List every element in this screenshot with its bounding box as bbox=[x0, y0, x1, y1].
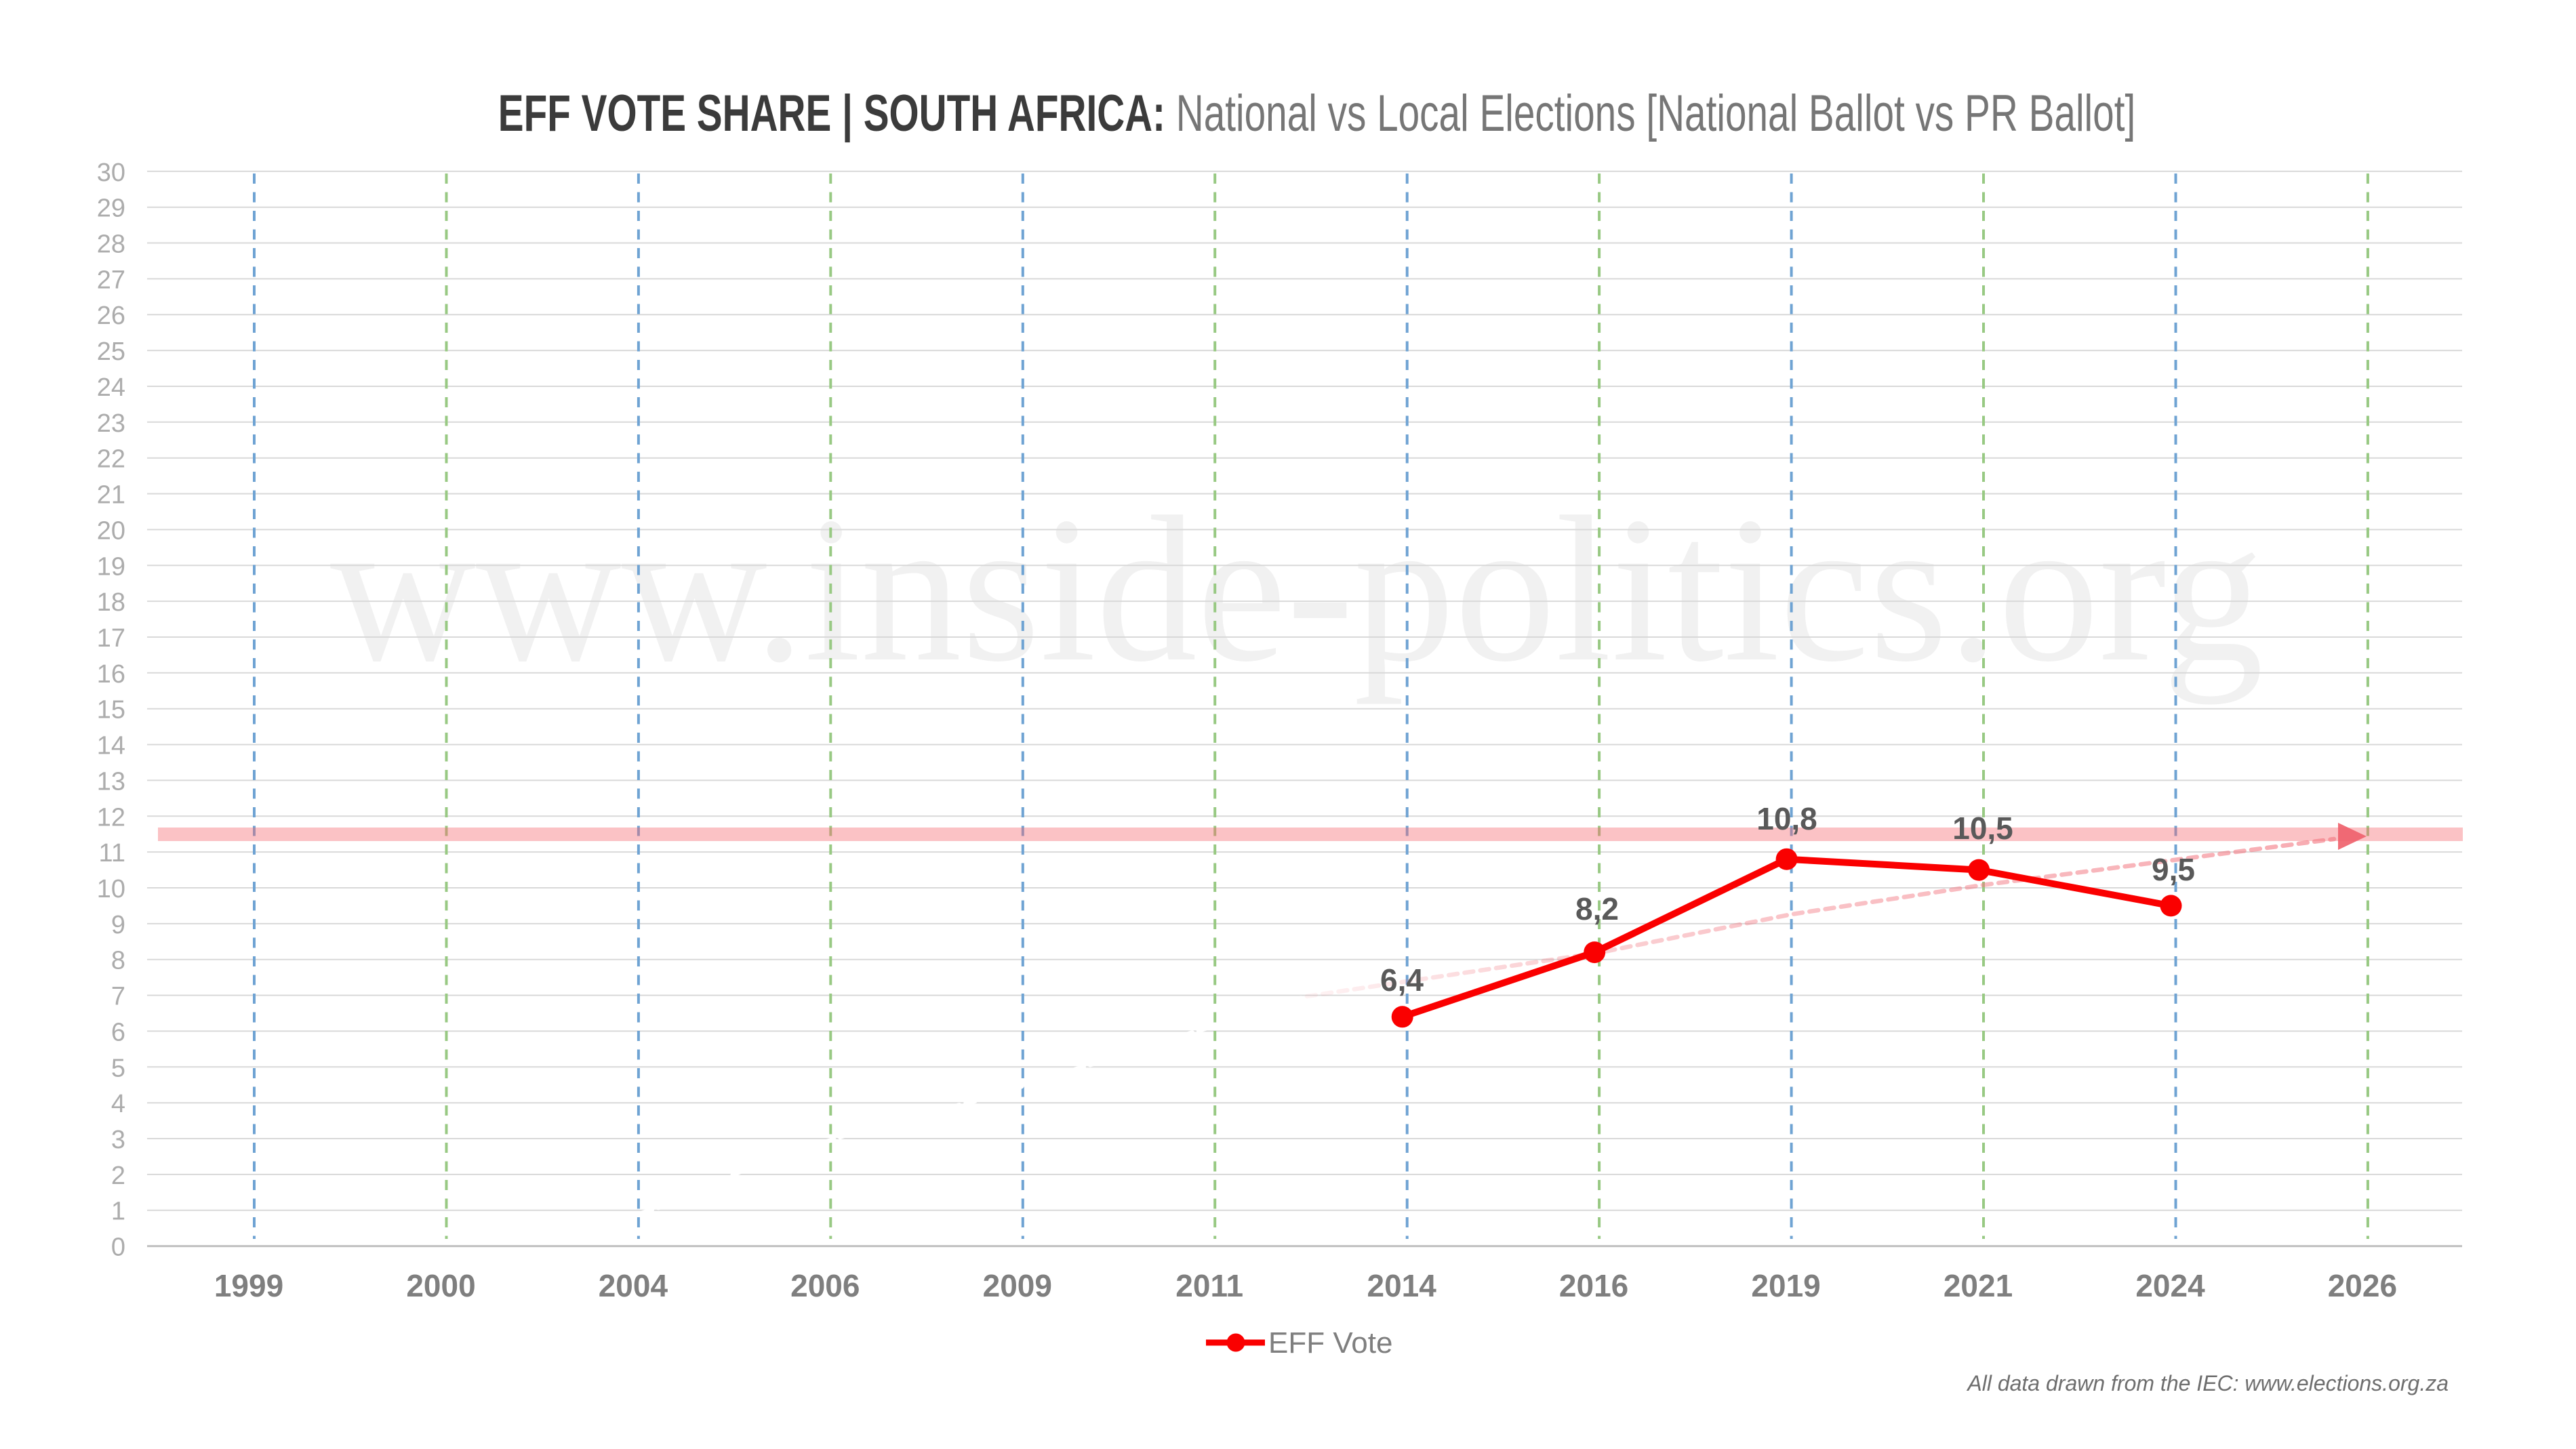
svg-text:0: 0 bbox=[111, 1233, 125, 1262]
svg-text:25: 25 bbox=[97, 338, 125, 366]
svg-text:2021: 2021 bbox=[1944, 1268, 2013, 1303]
svg-text:11: 11 bbox=[99, 839, 125, 868]
svg-text:20: 20 bbox=[97, 516, 125, 545]
svg-text:30: 30 bbox=[97, 159, 125, 187]
svg-text:8: 8 bbox=[111, 947, 125, 975]
svg-text:6: 6 bbox=[111, 1018, 125, 1046]
svg-text:14: 14 bbox=[97, 732, 125, 760]
svg-text:2006: 2006 bbox=[790, 1268, 860, 1303]
svg-text:2011: 2011 bbox=[1175, 1268, 1243, 1303]
svg-text:2016: 2016 bbox=[1559, 1268, 1628, 1303]
svg-text:24: 24 bbox=[97, 373, 125, 402]
svg-text:12: 12 bbox=[97, 803, 125, 832]
svg-text:8,2: 8,2 bbox=[1575, 891, 1619, 926]
svg-text:1999: 1999 bbox=[214, 1268, 283, 1303]
svg-text:2026: 2026 bbox=[2328, 1268, 2397, 1303]
svg-text:www.inside-politics.org: www.inside-politics.org bbox=[330, 474, 2263, 705]
svg-text:19: 19 bbox=[97, 552, 125, 581]
svg-text:22: 22 bbox=[97, 445, 125, 474]
svg-text:EFF VOTE SHARE | SOUTH AFRICA:: EFF VOTE SHARE | SOUTH AFRICA: National … bbox=[498, 85, 2135, 143]
svg-text:9,5: 9,5 bbox=[2152, 852, 2195, 887]
svg-text:2019: 2019 bbox=[1751, 1268, 1820, 1303]
svg-text:21: 21 bbox=[97, 481, 125, 510]
svg-text:28: 28 bbox=[97, 230, 125, 259]
svg-text:2000: 2000 bbox=[406, 1268, 475, 1303]
svg-text:4: 4 bbox=[111, 1090, 125, 1118]
svg-text:15: 15 bbox=[97, 696, 125, 724]
svg-text:17: 17 bbox=[97, 624, 125, 653]
svg-text:18: 18 bbox=[97, 588, 125, 617]
svg-text:All data drawn from the IEC: w: All data drawn from the IEC: www.electio… bbox=[1966, 1371, 2449, 1395]
svg-text:5: 5 bbox=[111, 1054, 125, 1082]
svg-text:3: 3 bbox=[111, 1126, 125, 1154]
svg-text:2024: 2024 bbox=[2135, 1268, 2205, 1303]
svg-text:10,8: 10,8 bbox=[1756, 801, 1817, 836]
svg-text:2009: 2009 bbox=[983, 1268, 1052, 1303]
svg-text:29: 29 bbox=[97, 195, 125, 223]
svg-text:10,5: 10,5 bbox=[1952, 811, 2013, 846]
svg-text:7: 7 bbox=[111, 983, 125, 1011]
svg-text:26: 26 bbox=[97, 302, 125, 330]
svg-text:16: 16 bbox=[97, 660, 125, 689]
svg-text:2014: 2014 bbox=[1367, 1268, 1437, 1303]
svg-text:EFF Vote: EFF Vote bbox=[1268, 1326, 1392, 1360]
svg-text:6,4: 6,4 bbox=[1380, 962, 1424, 998]
svg-text:2004: 2004 bbox=[599, 1268, 668, 1303]
svg-text:23: 23 bbox=[97, 409, 125, 438]
svg-text:10: 10 bbox=[97, 875, 125, 903]
svg-text:1: 1 bbox=[111, 1198, 125, 1226]
svg-text:9: 9 bbox=[111, 911, 125, 939]
svg-text:13: 13 bbox=[97, 767, 125, 796]
svg-text:27: 27 bbox=[97, 266, 125, 294]
svg-text:2: 2 bbox=[111, 1162, 125, 1190]
